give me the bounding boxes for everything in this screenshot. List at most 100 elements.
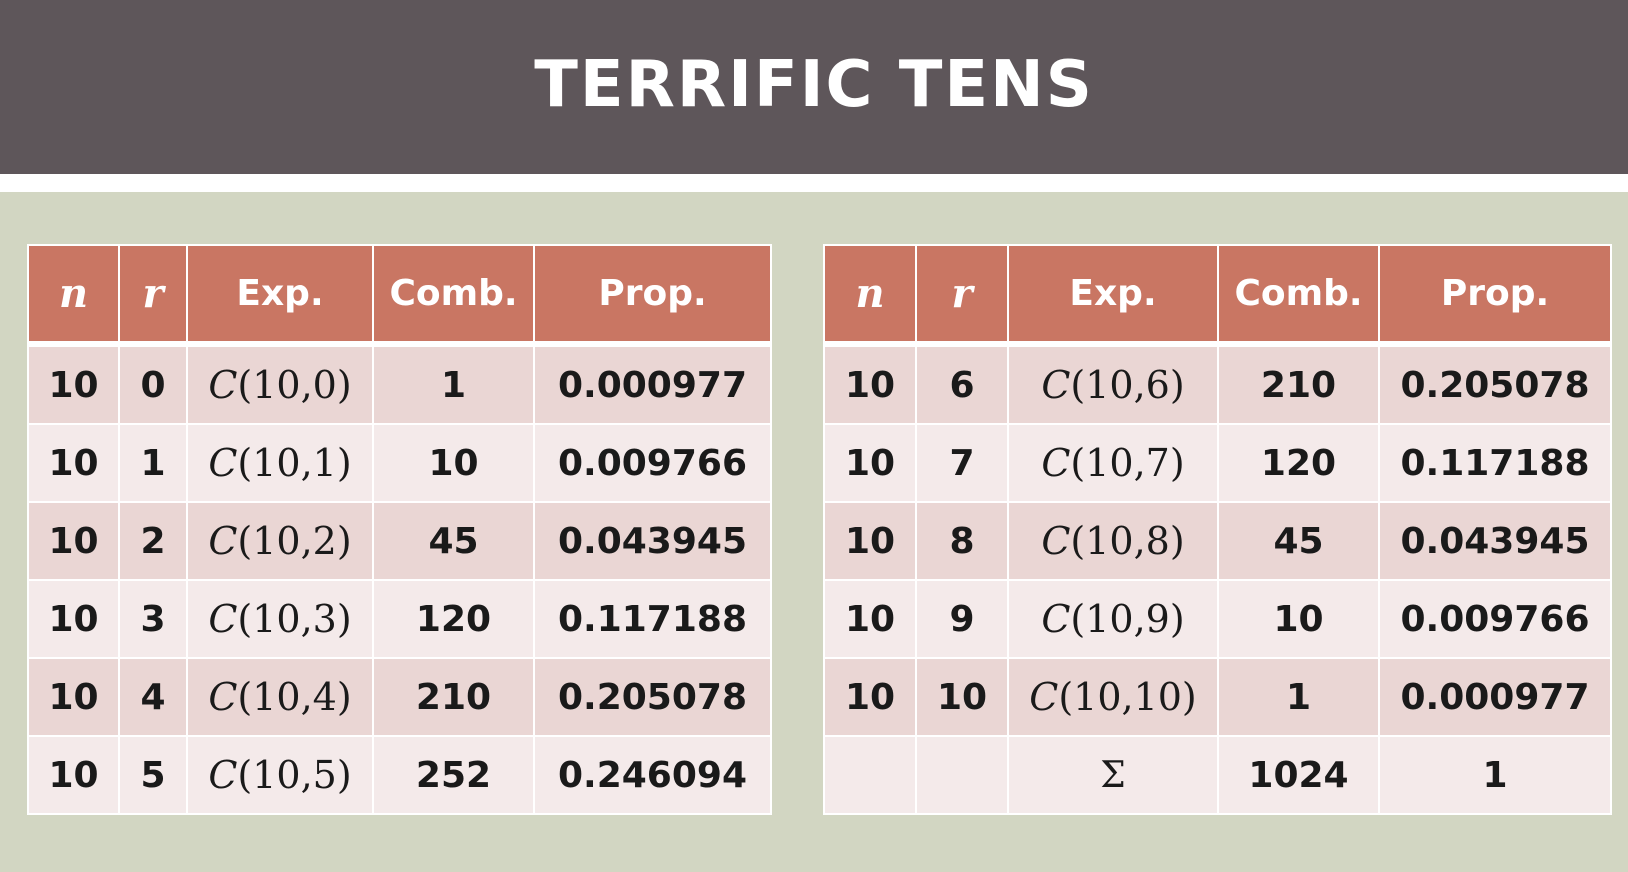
cell-comb: 120 [372, 579, 535, 659]
column-header-exp: Exp. [186, 244, 374, 347]
exp-arguments: (10,4) [237, 675, 352, 719]
cell-prop: 0.009766 [533, 423, 772, 503]
cell-comb: 10 [1217, 579, 1380, 659]
exp-arguments: (10,0) [237, 363, 352, 407]
column-header-n: n [27, 244, 120, 347]
table-right: n r Exp. Comb. Prop. 10 6 C(10,6) 210 0.2050… [823, 244, 1612, 815]
cell-comb: 45 [372, 501, 535, 581]
cell-n: 10 [27, 579, 120, 659]
cell-prop: 0.205078 [1378, 343, 1612, 425]
cell-n: 10 [823, 579, 917, 659]
column-header-r: r [118, 244, 188, 347]
cell-prop: 0.000977 [1378, 657, 1612, 737]
title-divider [0, 174, 1628, 192]
table-row: 10 7 C(10,7) 120 0.117188 [823, 423, 1612, 503]
exp-arguments: (10,1) [237, 441, 352, 485]
cell-prop: 0.205078 [533, 657, 772, 737]
cell-prop: 0.246094 [533, 735, 772, 815]
sum-comb: 1024 [1217, 735, 1380, 815]
cell-n: 10 [823, 343, 917, 425]
cell-comb: 210 [372, 657, 535, 737]
cell-n: 10 [823, 501, 917, 581]
exp-function: C [1041, 363, 1071, 407]
table-row: 10 3 C(10,3) 120 0.117188 [27, 579, 772, 659]
cell-comb: 1 [372, 343, 535, 425]
title-bar: TERRIFIC TENS [0, 0, 1628, 174]
table-row: 10 2 C(10,2) 45 0.043945 [27, 501, 772, 581]
cell-r: 7 [915, 423, 1009, 503]
cell-empty [823, 735, 917, 815]
cell-r: 10 [915, 657, 1009, 737]
exp-function: C [208, 519, 238, 563]
exp-arguments: (10,5) [237, 753, 352, 797]
table-header-row: n r Exp. Comb. Prop. [27, 244, 772, 347]
column-header-exp: Exp. [1007, 244, 1219, 347]
cell-r: 9 [915, 579, 1009, 659]
exp-function: C [208, 441, 238, 485]
cell-r: 0 [118, 343, 188, 425]
exp-arguments: (10,9) [1070, 597, 1185, 641]
sum-symbol: Σ [1007, 735, 1219, 815]
table-row: 10 0 C(10,0) 1 0.000977 [27, 343, 772, 425]
column-header-prop: Prop. [1378, 244, 1612, 347]
exp-arguments: (10,3) [237, 597, 352, 641]
cell-r: 1 [118, 423, 188, 503]
cell-exp: C(10,0) [186, 343, 374, 425]
cell-exp: C(10,9) [1007, 579, 1219, 659]
cell-n: 10 [27, 343, 120, 425]
cell-exp: C(10,4) [186, 657, 374, 737]
cell-exp: C(10,10) [1007, 657, 1219, 737]
column-header-n: n [823, 244, 917, 347]
exp-function: C [1041, 597, 1071, 641]
table-row: 10 9 C(10,9) 10 0.009766 [823, 579, 1612, 659]
table-row: 10 1 C(10,1) 10 0.009766 [27, 423, 772, 503]
cell-n: 10 [27, 501, 120, 581]
cell-empty [915, 735, 1009, 815]
cell-r: 2 [118, 501, 188, 581]
column-header-comb: Comb. [1217, 244, 1380, 347]
page-title: TERRIFIC TENS [534, 48, 1094, 122]
exp-function: C [1041, 519, 1071, 563]
cell-prop: 0.117188 [1378, 423, 1612, 503]
cell-comb: 10 [372, 423, 535, 503]
cell-prop: 0.117188 [533, 579, 772, 659]
table-row: 10 6 C(10,6) 210 0.205078 [823, 343, 1612, 425]
table-left: n r Exp. Comb. Prop. 10 0 C(10,0) 1 0.000977… [27, 244, 772, 815]
table-body: 10 6 C(10,6) 210 0.205078 10 7 C(10,7) 120 0.1171… [823, 343, 1612, 815]
cell-exp: C(10,3) [186, 579, 374, 659]
cell-comb: 210 [1217, 343, 1380, 425]
cell-exp: C(10,7) [1007, 423, 1219, 503]
cell-r: 8 [915, 501, 1009, 581]
table-row: 10 10 C(10,10) 1 0.000977 [823, 657, 1612, 737]
cell-n: 10 [823, 657, 917, 737]
exp-function: C [1029, 675, 1059, 719]
exp-function: C [208, 753, 238, 797]
cell-n: 10 [27, 735, 120, 815]
cell-n: 10 [27, 423, 120, 503]
cell-r: 5 [118, 735, 188, 815]
exp-function: C [1041, 441, 1071, 485]
table-row: 10 4 C(10,4) 210 0.205078 [27, 657, 772, 737]
cell-comb: 120 [1217, 423, 1380, 503]
cell-comb: 252 [372, 735, 535, 815]
cell-n: 10 [27, 657, 120, 737]
cell-r: 3 [118, 579, 188, 659]
cell-r: 6 [915, 343, 1009, 425]
sum-prop: 1 [1378, 735, 1612, 815]
table-row: 10 5 C(10,5) 252 0.246094 [27, 735, 772, 815]
exp-arguments: (10,6) [1070, 363, 1185, 407]
table-row: 10 8 C(10,8) 45 0.043945 [823, 501, 1612, 581]
cell-comb: 1 [1217, 657, 1380, 737]
cell-prop: 0.009766 [1378, 579, 1612, 659]
cell-r: 4 [118, 657, 188, 737]
exp-arguments: (10,7) [1070, 441, 1185, 485]
exp-arguments: (10,2) [237, 519, 352, 563]
cell-exp: C(10,6) [1007, 343, 1219, 425]
sum-row: Σ 1024 1 [823, 735, 1612, 815]
cell-prop: 0.043945 [1378, 501, 1612, 581]
column-header-r: r [915, 244, 1009, 347]
table-header-row: n r Exp. Comb. Prop. [823, 244, 1612, 347]
exp-function: C [208, 675, 238, 719]
cell-prop: 0.043945 [533, 501, 772, 581]
table-body: 10 0 C(10,0) 1 0.000977 10 1 C(10,1) 10 0.009766 1… [27, 343, 772, 815]
